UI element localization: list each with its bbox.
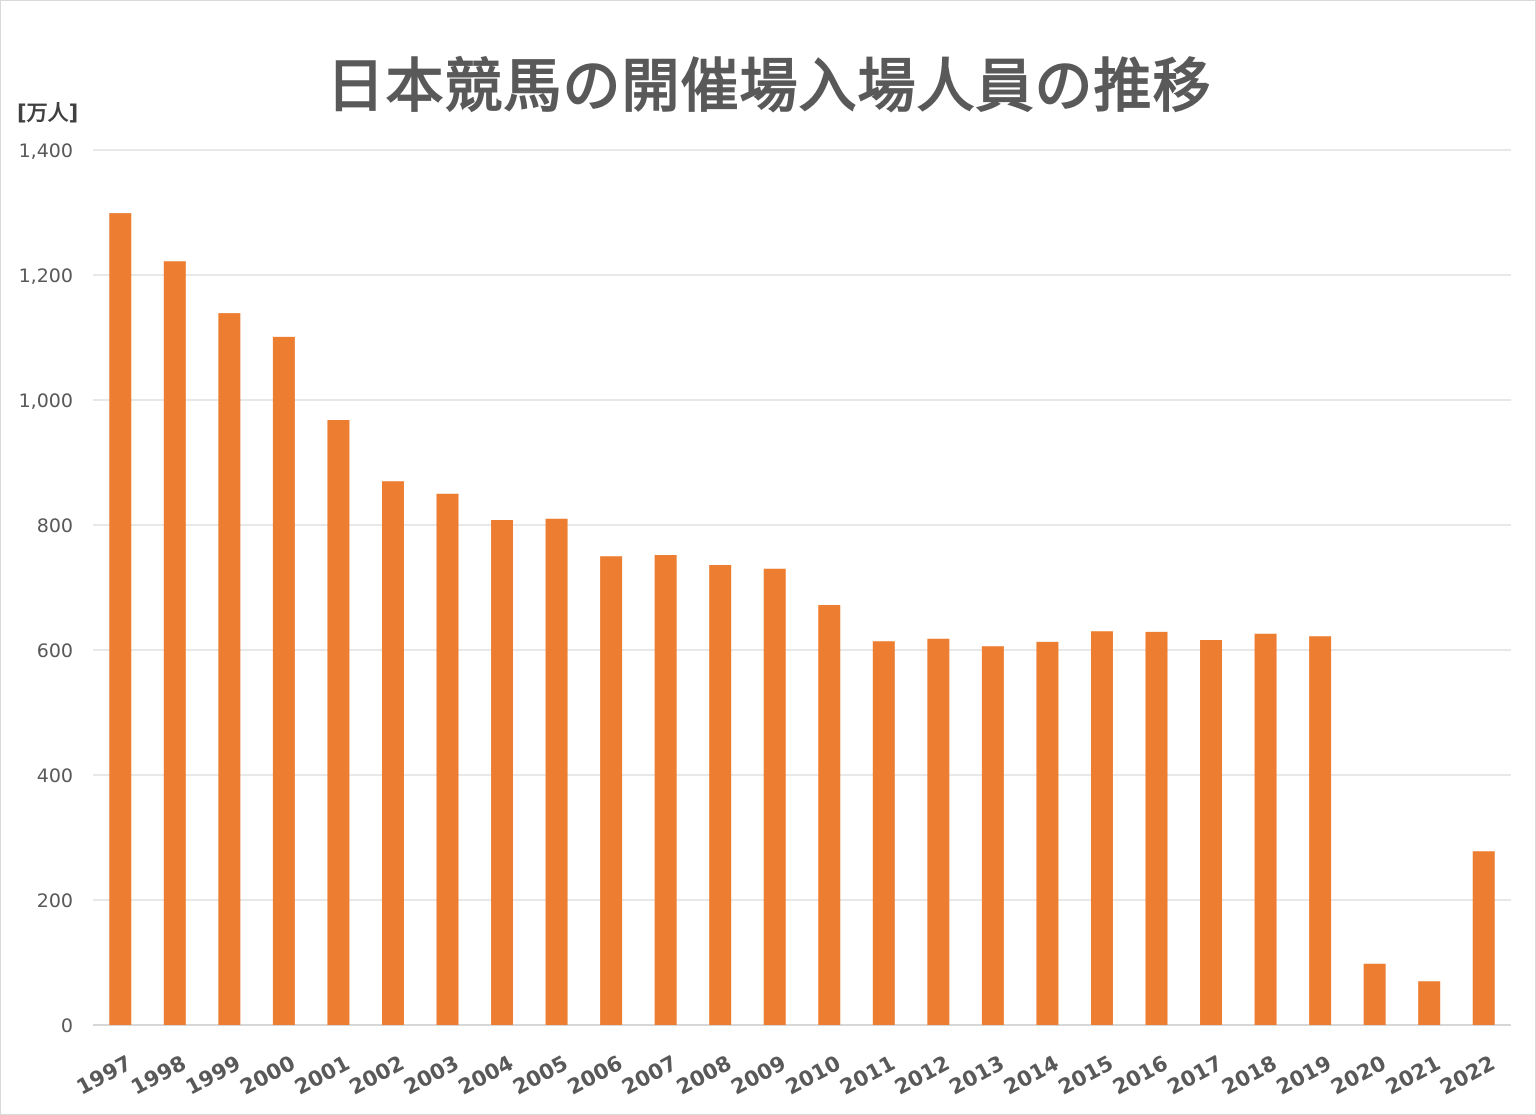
x-tick-label: 2006 (563, 1051, 626, 1100)
x-tick-label: 2009 (727, 1051, 790, 1100)
y-tick-label: 800 (37, 515, 73, 537)
bar-2010 (818, 605, 841, 1025)
x-tick-label: 2019 (1272, 1051, 1335, 1100)
bar-2019 (1309, 636, 1332, 1025)
y-tick-label: 0 (61, 1015, 73, 1037)
x-tick-label: 2004 (454, 1051, 517, 1100)
x-tick-label: 2021 (1382, 1051, 1445, 1100)
y-tick-label: 1,200 (19, 265, 73, 287)
bar-2005 (545, 518, 568, 1025)
bar-2017 (1200, 640, 1223, 1025)
bar-2013 (981, 646, 1004, 1025)
bar-2021 (1418, 981, 1441, 1025)
y-tick-label: 600 (37, 640, 73, 662)
bar-2016 (1145, 631, 1168, 1025)
bar-2002 (381, 481, 404, 1025)
bar-2004 (491, 520, 514, 1025)
bar-1999 (218, 313, 241, 1025)
bar-2015 (1090, 631, 1113, 1025)
x-tick-label: 2018 (1218, 1051, 1281, 1100)
y-tick-label: 400 (37, 765, 73, 787)
y-tick-label: 200 (37, 890, 73, 912)
x-tick-label: 1998 (127, 1051, 190, 1100)
bar-2011 (872, 641, 895, 1025)
x-tick-label: 2015 (1054, 1051, 1117, 1100)
bar-2001 (327, 420, 350, 1025)
x-tick-label: 2016 (1109, 1051, 1172, 1100)
y-tick-label: 1,000 (19, 390, 73, 412)
bar-2020 (1363, 963, 1386, 1025)
bar-2003 (436, 493, 459, 1025)
x-tick-label: 2020 (1327, 1051, 1390, 1100)
x-tick-label: 2008 (673, 1051, 736, 1100)
x-tick-label: 2011 (836, 1051, 899, 1100)
x-tick-label: 1997 (73, 1051, 136, 1100)
x-tick-label: 2001 (291, 1051, 354, 1100)
x-tick-label: 2007 (618, 1051, 681, 1100)
bar-1998 (163, 261, 186, 1025)
x-tick-label: 2017 (1163, 1051, 1226, 1100)
x-tick-label: 2005 (509, 1051, 572, 1100)
x-tick-label: 2013 (945, 1051, 1008, 1100)
x-tick-label: 2003 (400, 1051, 463, 1100)
bar-2018 (1254, 633, 1277, 1025)
x-tick-label: 1999 (182, 1051, 245, 1100)
x-tick-label: 2014 (1000, 1051, 1063, 1100)
bar-2000 (272, 336, 295, 1025)
bar-2006 (600, 556, 623, 1025)
x-tick-label: 2010 (782, 1051, 845, 1100)
chart-title: 日本競馬の開催場入場人員の推移 (326, 52, 1212, 120)
bar-1997 (109, 213, 132, 1025)
bar-2012 (927, 638, 950, 1025)
bar-2008 (709, 565, 732, 1025)
bar-2009 (763, 568, 786, 1025)
x-tick-label: 2012 (891, 1051, 954, 1100)
x-tick-label: 2002 (345, 1051, 408, 1100)
bar-2014 (1036, 641, 1059, 1025)
y-tick-label: 1,400 (19, 140, 73, 162)
x-tick-label: 2000 (236, 1051, 299, 1100)
bar-2007 (654, 555, 677, 1025)
bar-2022 (1472, 851, 1495, 1025)
x-tick-label: 2022 (1436, 1051, 1499, 1100)
y-axis-unit-label: [万人] (17, 101, 79, 125)
